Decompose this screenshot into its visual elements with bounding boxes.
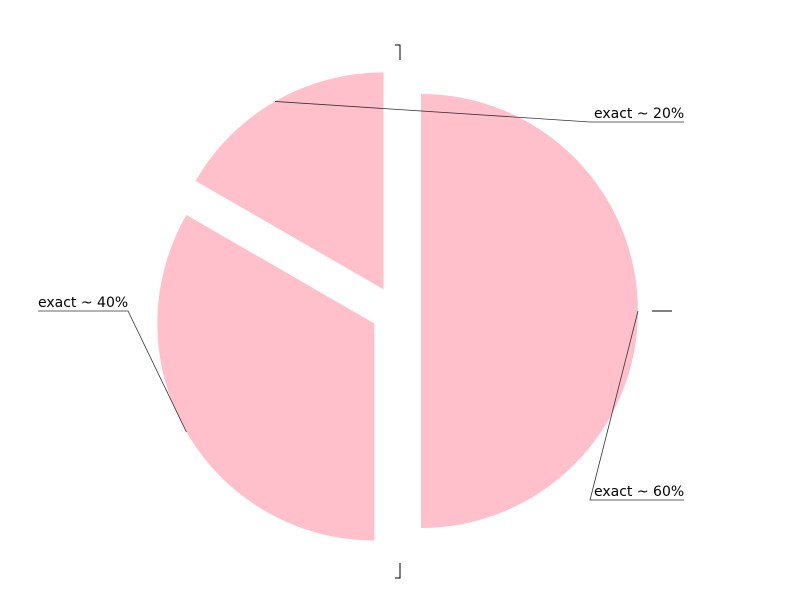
slices-group xyxy=(157,72,638,541)
pie-slice-3 xyxy=(421,94,638,528)
label-leader-3 xyxy=(589,310,684,501)
pie-slice-2 xyxy=(157,215,375,541)
slice-label-3: exact ~ 60% xyxy=(594,484,684,500)
pie-slice-1 xyxy=(195,72,384,290)
labels-group: exact ~ 20% exact ~ 40% exact ~ 60% xyxy=(38,101,684,501)
slice-label-2: exact ~ 40% xyxy=(38,295,128,311)
slice-label-1: exact ~ 20% xyxy=(594,106,684,122)
axis-tick-top xyxy=(395,44,401,60)
axis-tick-bottom xyxy=(395,563,401,579)
label-leader-2 xyxy=(38,310,187,433)
label-leader-1 xyxy=(274,101,684,123)
axis-ticks xyxy=(395,44,672,579)
